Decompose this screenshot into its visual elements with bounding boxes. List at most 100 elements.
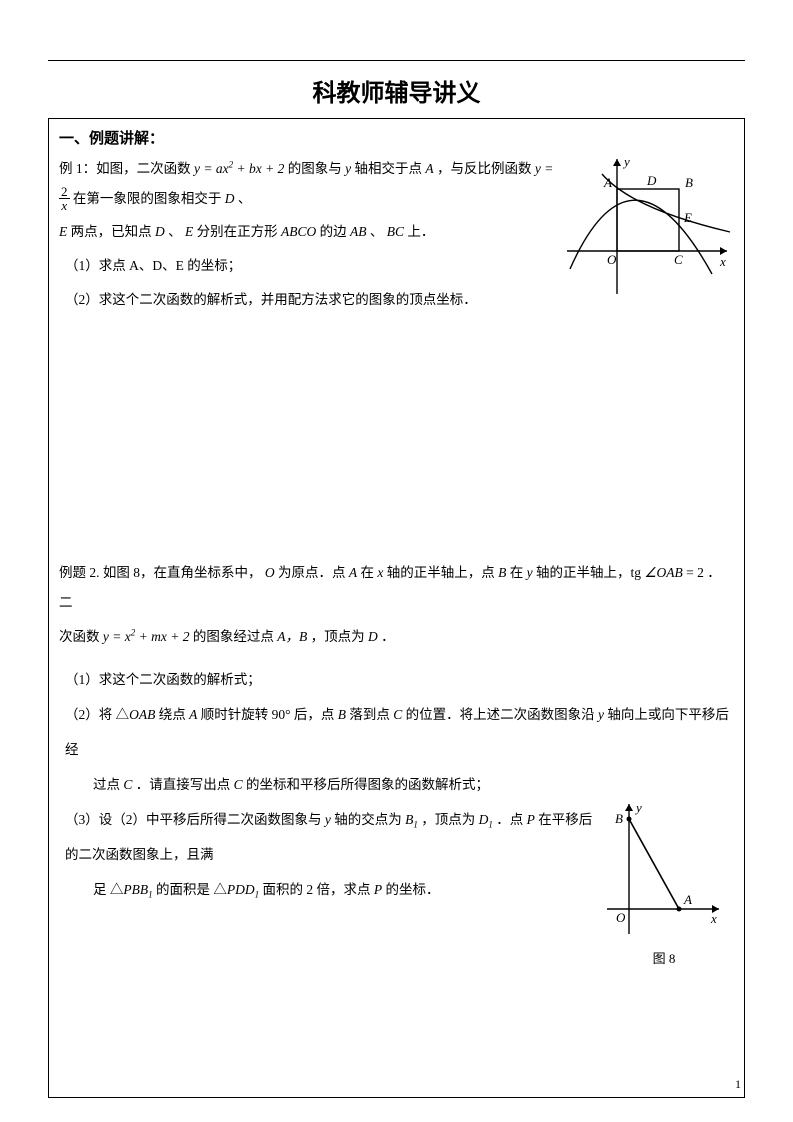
figure-2-caption: 图 8 bbox=[604, 948, 724, 967]
label-x: x bbox=[719, 254, 726, 269]
var-y: y bbox=[325, 812, 331, 827]
label-O: O bbox=[607, 252, 617, 267]
text: 轴的正半轴上，tg bbox=[536, 565, 641, 580]
pt-A: A bbox=[189, 707, 197, 722]
label-B: B bbox=[615, 811, 623, 826]
pt-E: E bbox=[59, 224, 67, 239]
var-x: x bbox=[377, 565, 383, 580]
y-arrow bbox=[625, 804, 633, 811]
text: 顺时针旋转 90° 后，点 bbox=[201, 707, 338, 722]
text: 、 bbox=[238, 191, 252, 206]
figure-2: O A B x y 图 8 bbox=[604, 799, 724, 967]
text: 在 bbox=[510, 565, 527, 580]
text: （3）设（2）中平移后所得二次函数图象与 bbox=[65, 812, 325, 827]
pt-O: O bbox=[265, 565, 275, 580]
ex2-line1: 例题 2. 如图 8，在直角坐标系中， O 为原点．点 A 在 x 轴的正半轴上… bbox=[59, 558, 734, 617]
text: 例题 2. 如图 8，在直角坐标系中， bbox=[59, 565, 262, 580]
label-O: O bbox=[616, 910, 626, 925]
pt-D1: D1 bbox=[479, 812, 493, 827]
text: 、 bbox=[168, 224, 182, 239]
pt-A: A bbox=[425, 161, 433, 176]
label-D: D bbox=[646, 173, 657, 188]
label-A: A bbox=[603, 175, 612, 190]
text: ，与反比例函数 bbox=[437, 161, 535, 176]
label-A: A bbox=[683, 892, 692, 907]
label-x: x bbox=[710, 911, 717, 926]
text: 上． bbox=[407, 224, 434, 239]
top-rule bbox=[48, 60, 745, 61]
var-y: y bbox=[345, 161, 351, 176]
text: 落到点 bbox=[349, 707, 393, 722]
text: ．点 bbox=[496, 812, 526, 827]
pt-E2: E bbox=[185, 224, 193, 239]
text: 绕点 bbox=[159, 707, 189, 722]
var-y: y bbox=[598, 707, 604, 722]
text: 足 △ bbox=[93, 882, 123, 897]
text: 的坐标和平移后所得图象的函数解析式； bbox=[246, 777, 489, 792]
pt-D: D bbox=[225, 191, 235, 206]
content-frame: 一、例题讲解： 例 1：如图，二次函数 y = ax2 + bx + 2 的图象… bbox=[48, 118, 745, 1098]
text: 轴的交点为 bbox=[334, 812, 405, 827]
label-y: y bbox=[622, 154, 630, 169]
var-y: y bbox=[527, 565, 533, 580]
text: 面积的 2 倍，求点 bbox=[263, 882, 374, 897]
text: 的图象与 bbox=[288, 161, 345, 176]
label-C: C bbox=[674, 252, 683, 267]
text: 为原点．点 bbox=[278, 565, 349, 580]
text: 的边 bbox=[320, 224, 350, 239]
ex2-line2: 次函数 y = x2 + mx + 2 的图象经过点 A，B ，顶点为 D ． bbox=[59, 622, 734, 652]
eq-val: = 2 bbox=[686, 565, 704, 580]
side-AB: AB bbox=[350, 224, 367, 239]
text: 的图象经过点 bbox=[193, 629, 277, 644]
text: ．请直接写出点 bbox=[136, 777, 234, 792]
pt-B: B bbox=[338, 707, 346, 722]
side-BC: BC bbox=[387, 224, 404, 239]
tri-PBB1: PBB1 bbox=[123, 882, 152, 897]
angle: ∠OAB bbox=[644, 565, 682, 580]
section-heading: 一、例题讲解： bbox=[59, 127, 734, 148]
page-number: 1 bbox=[735, 1077, 741, 1092]
pt-D: D bbox=[368, 629, 378, 644]
text: 两点，已知点 bbox=[71, 224, 155, 239]
equation: y = ax2 + bx + 2 bbox=[194, 161, 284, 176]
pt-C: C bbox=[123, 777, 132, 792]
text: ，顶点为 bbox=[311, 629, 368, 644]
pt-D2: D bbox=[155, 224, 165, 239]
text: ，顶点为 bbox=[421, 812, 478, 827]
text: 在 bbox=[361, 565, 378, 580]
text: 的位置．将上述二次函数图象沿 bbox=[406, 707, 598, 722]
text: 在第一象限的图象相交于 bbox=[73, 191, 225, 206]
ex2-q1: （1）求这个二次函数的解析式； bbox=[59, 662, 734, 697]
text: 、 bbox=[370, 224, 384, 239]
dot-B bbox=[627, 817, 632, 822]
page-title: 科教师辅导讲义 bbox=[48, 73, 745, 108]
text: ． bbox=[381, 629, 395, 644]
figure-1-svg: O A B C D E x y bbox=[562, 154, 732, 304]
pt-B: B bbox=[498, 565, 506, 580]
numerator: 2 bbox=[59, 185, 70, 199]
figure-2-svg: O A B x y bbox=[604, 799, 724, 939]
pt-A: A bbox=[349, 565, 357, 580]
ex2-q2-l1: （2）将 △OAB 绕点 A 顺时针旋转 90° 后，点 B 落到点 C 的位置… bbox=[59, 697, 734, 767]
text: 轴的正半轴上，点 bbox=[387, 565, 498, 580]
text: 的坐标． bbox=[386, 882, 440, 897]
text: （2）将 △ bbox=[65, 707, 129, 722]
figure-1: O A B C D E x y bbox=[562, 154, 732, 309]
text: 轴相交于点 bbox=[355, 161, 426, 176]
tri-PDD1: PDD1 bbox=[227, 882, 259, 897]
pt-C: C bbox=[393, 707, 402, 722]
pt-C: C bbox=[234, 777, 243, 792]
square-abco bbox=[617, 189, 679, 251]
text: 例 1：如图，二次函数 bbox=[59, 161, 194, 176]
dot-A bbox=[677, 907, 682, 912]
pt-P: P bbox=[374, 882, 382, 897]
eq2-lhs: y = bbox=[535, 161, 554, 176]
label-y: y bbox=[634, 800, 642, 815]
text: 的面积是 △ bbox=[156, 882, 227, 897]
denominator: x bbox=[59, 199, 70, 212]
segment-BA bbox=[629, 819, 679, 909]
text: 次函数 bbox=[59, 629, 103, 644]
text: 分别在正方形 bbox=[197, 224, 281, 239]
text: 过点 bbox=[93, 777, 123, 792]
fraction: 2 x bbox=[59, 185, 70, 212]
